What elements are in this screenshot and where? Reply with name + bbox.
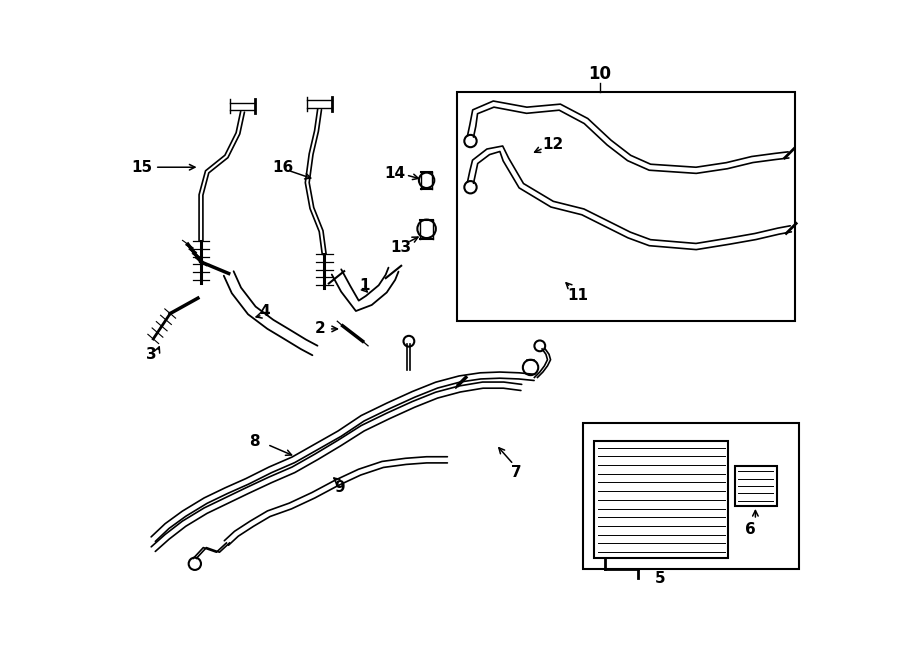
Text: 5: 5 [654,571,665,586]
Text: 9: 9 [334,480,345,495]
Text: 8: 8 [249,434,260,449]
Text: 15: 15 [131,160,153,175]
Text: 12: 12 [542,136,563,152]
Text: 16: 16 [273,160,293,175]
Text: 7: 7 [511,465,522,480]
Text: 11: 11 [568,287,589,303]
Bar [734,466,777,506]
Text: 2: 2 [315,322,326,336]
Text: 1: 1 [360,277,370,293]
Bar [594,442,728,558]
Text: 13: 13 [391,240,411,255]
Bar [583,423,798,569]
Text: 10: 10 [589,66,611,83]
Bar [457,92,795,321]
Text: 14: 14 [384,166,405,181]
Text: 6: 6 [744,522,755,537]
Text: 4: 4 [259,305,270,320]
Text: 3: 3 [146,347,157,362]
